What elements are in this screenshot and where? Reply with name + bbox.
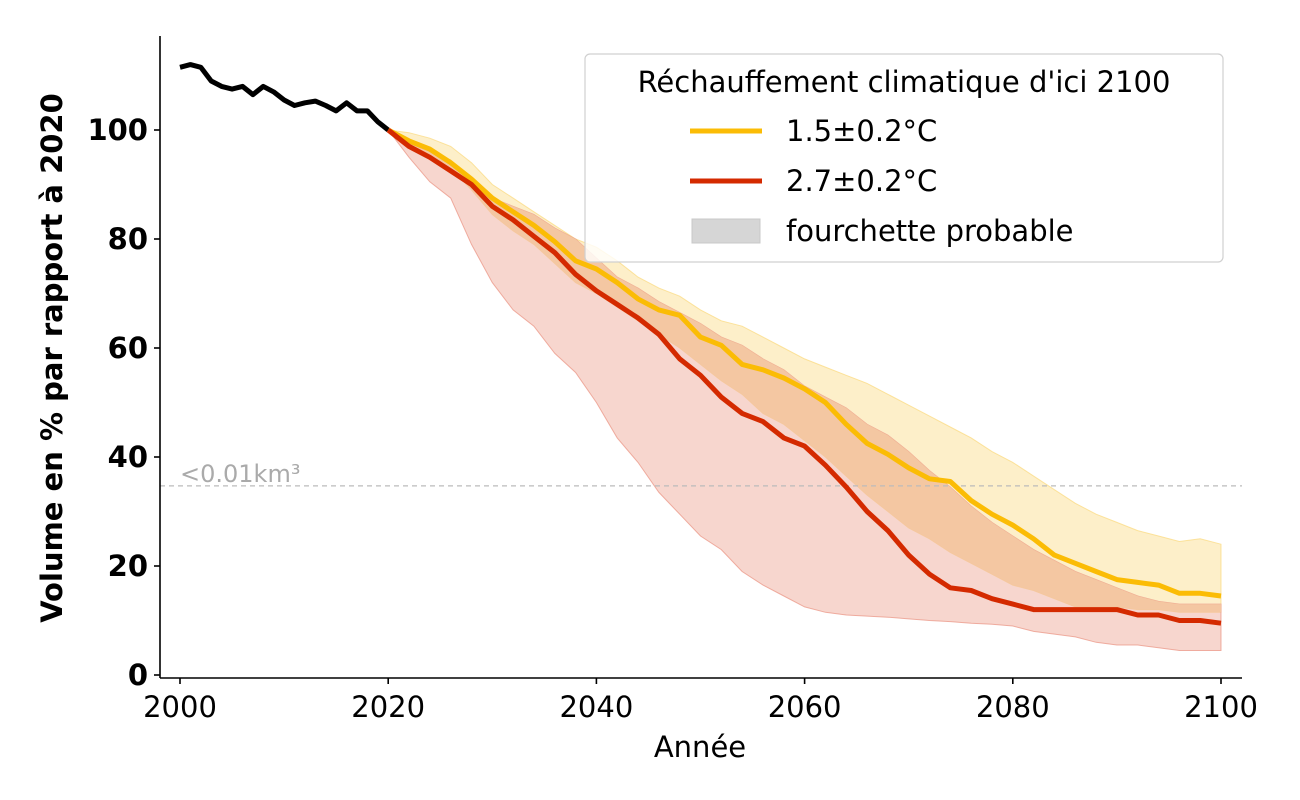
y-tick-label: 80 [108,222,148,256]
x-tick-label: 2000 [143,690,217,724]
legend-box [584,53,1224,263]
legend: Réchauffement climatique d'ici 2100 1.5±0… [584,53,1224,263]
line-1-5c [387,127,1222,599]
legend-entry-2-7c-label: 2.7±0.2°C [786,164,937,198]
y-tick-label: 0 [128,658,148,692]
line-2-7c [386,128,1222,626]
y-tick-label: 60 [108,331,148,365]
y-tick-label: 100 [87,113,148,147]
x-tick-label: 2100 [1184,690,1258,724]
x-tick-label: 2040 [559,690,633,724]
x-axis-title: Année [654,730,746,764]
legend-entry-range-label: fourchette probable [786,214,1074,248]
x-tick-label: 2080 [976,690,1050,724]
line-historical [179,62,390,132]
x-tick-label: 2060 [768,690,842,724]
threshold-label: <0.01km³ [180,460,300,488]
y-tick-label: 40 [108,440,148,474]
x-tick-label: 2020 [351,690,425,724]
legend-entry-1-5c-label: 1.5±0.2°C [786,114,937,148]
legend-entry-range-swatch [691,218,761,244]
y-tick-label: 20 [108,549,148,583]
legend-title: Réchauffement climatique d'ici 2100 [638,65,1171,99]
threshold-line-group: <0.01km³ [160,460,1242,488]
data-lines [179,62,1222,626]
y-axis-title: Volume en % par rapport à 2020 [35,93,69,623]
